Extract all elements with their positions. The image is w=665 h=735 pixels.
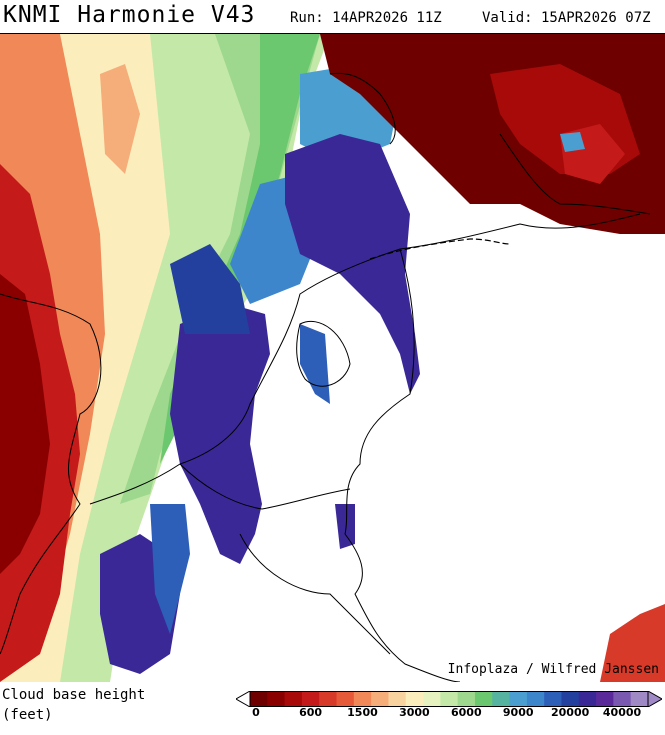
field-west-darkred	[0, 274, 50, 574]
legend-swatch	[388, 691, 407, 707]
field-purple-patch-2	[300, 324, 330, 404]
field-blue-central	[170, 244, 250, 334]
legend-swatch	[371, 691, 389, 707]
legend-swatch	[250, 691, 268, 707]
legend-title-line1: Cloud base height	[2, 687, 146, 703]
coastline-mainland	[89, 213, 641, 505]
field-purple-central	[170, 304, 270, 564]
model-title: KNMI Harmonie V43	[3, 2, 256, 28]
legend-swatch	[613, 691, 632, 707]
valid-time-label: Valid: 15APR2026 07Z	[482, 10, 651, 26]
legend-swatch	[474, 691, 493, 707]
legend-border	[249, 691, 649, 707]
header: KNMI Harmonie V43 Run: 14APR2026 11Z Val…	[0, 0, 665, 34]
legend: Cloud base height (feet) 0 600 1500 3000 600…	[0, 683, 665, 735]
legend-swatch	[423, 691, 441, 707]
legend-swatch	[353, 691, 372, 707]
cloud-base-field	[0, 34, 665, 682]
ijsselmeer	[296, 320, 351, 387]
legend-swatch	[319, 691, 338, 707]
legend-swatch	[561, 691, 580, 707]
border-de	[344, 248, 461, 682]
legend-swatch	[284, 691, 303, 707]
legend-swatch	[578, 691, 597, 707]
legend-swatch	[526, 691, 545, 707]
legend-swatch	[405, 691, 424, 707]
legend-swatch	[596, 691, 614, 707]
field-purple-patch	[335, 504, 355, 549]
coastline	[0, 293, 102, 655]
legend-swatch	[492, 691, 511, 707]
legend-title: Cloud base height (feet)	[2, 685, 145, 725]
legend-tick-label: 1500	[347, 706, 378, 719]
border-be	[179, 463, 351, 510]
ne-coast	[329, 72, 651, 215]
legend-swatch	[509, 691, 528, 707]
field-blue-south	[150, 504, 190, 634]
legend-tick-label: 600	[299, 706, 323, 719]
legend-tick-label: 0	[252, 706, 260, 719]
forecast-map: Infoplaza / Wilfred Janssen	[0, 33, 665, 682]
border-lux	[239, 533, 391, 655]
legend-tick-label: 9000	[502, 706, 534, 719]
legend-tick-label: 20000	[550, 706, 590, 719]
field-se-red	[600, 604, 665, 682]
legend-tick-label: 6000	[450, 706, 482, 719]
legend-tick-label: 3000	[399, 706, 430, 719]
shipping-route	[369, 238, 511, 260]
legend-title-line2: (feet)	[2, 707, 53, 723]
legend-swatch	[457, 691, 476, 707]
legend-swatch	[440, 691, 459, 707]
legend-arrow-high	[647, 691, 662, 707]
legend-colorbar	[236, 691, 662, 707]
legend-swatch	[544, 691, 562, 707]
run-time-label: Run: 14APR2026 11Z	[290, 10, 442, 26]
legend-swatch	[336, 691, 355, 707]
legend-swatch	[301, 691, 320, 707]
field-purple-north	[285, 134, 420, 394]
field-ne-blue	[560, 132, 585, 152]
field-west-patch	[100, 64, 140, 174]
legend-swatch	[630, 691, 649, 707]
legend-arrow-low	[236, 691, 251, 707]
credit-label: Infoplaza / Wilfred Janssen	[447, 662, 659, 677]
legend-swatch	[267, 691, 286, 707]
legend-tick-label: 40000	[602, 706, 642, 719]
